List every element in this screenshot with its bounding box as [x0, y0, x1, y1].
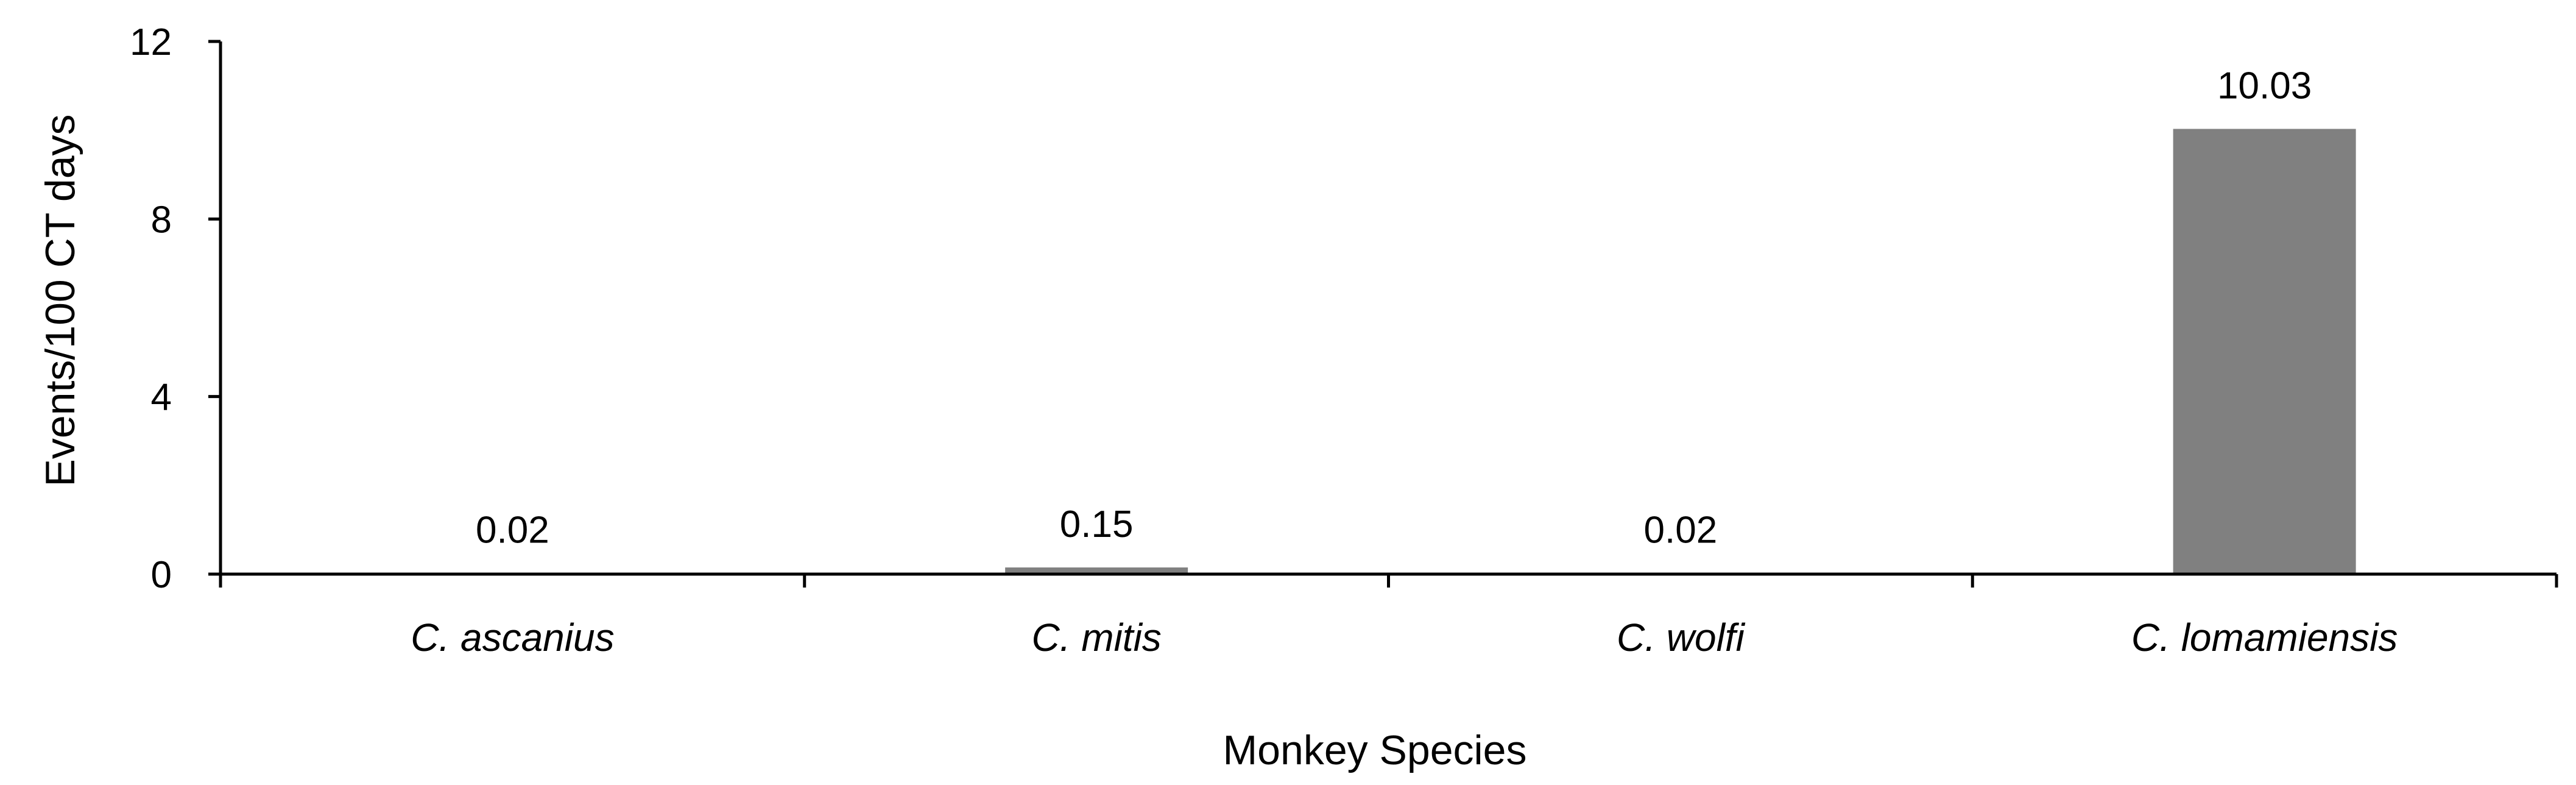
y-axis-title: Events/100 CT days: [37, 114, 83, 486]
y-tick-label-8: 8: [151, 199, 172, 241]
y-tick-label-12: 12: [130, 21, 172, 63]
x-category-label-4: C. lomamiensis: [2131, 616, 2398, 659]
data-label-3: 0.02: [1644, 510, 1718, 552]
bars-layer: [421, 129, 2356, 574]
labels-layer: 0 4 8 12 C. ascanius C. mitis C. wolfi C. lomam…: [130, 21, 2398, 659]
bar-2: [1005, 567, 1188, 574]
data-label-1: 0.02: [476, 510, 549, 552]
y-tick-label-4: 4: [151, 377, 172, 419]
y-tick-label-0: 0: [151, 554, 172, 596]
x-category-label-2: C. mitis: [1031, 616, 1161, 659]
x-category-label-1: C. ascanius: [411, 616, 614, 659]
x-axis-title: Monkey Species: [1223, 727, 1527, 773]
data-label-4: 10.03: [2217, 65, 2312, 107]
data-label-2: 0.15: [1060, 503, 1134, 545]
bar-4: [2173, 129, 2356, 574]
x-category-label-3: C. wolfi: [1617, 616, 1746, 659]
axes-layer: [208, 40, 2558, 588]
